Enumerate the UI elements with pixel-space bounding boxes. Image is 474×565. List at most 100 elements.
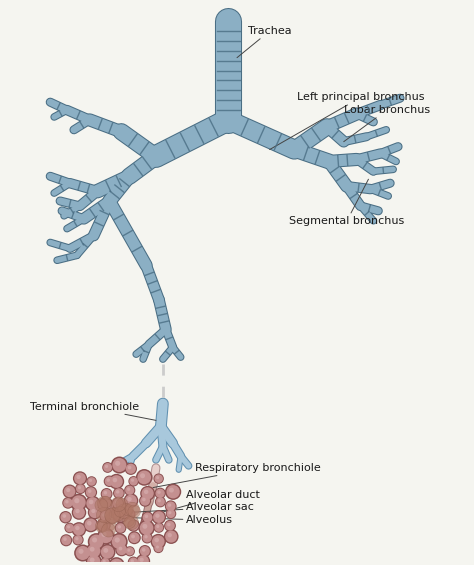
Circle shape <box>144 490 148 494</box>
Circle shape <box>124 493 138 508</box>
Circle shape <box>125 494 137 507</box>
Circle shape <box>116 490 119 494</box>
Circle shape <box>165 501 177 512</box>
Circle shape <box>63 537 67 541</box>
Circle shape <box>103 548 108 553</box>
Circle shape <box>66 488 70 492</box>
Circle shape <box>105 508 120 523</box>
Circle shape <box>154 522 164 533</box>
Circle shape <box>63 514 66 518</box>
Circle shape <box>116 510 121 515</box>
Circle shape <box>87 544 100 558</box>
Circle shape <box>101 558 109 565</box>
Circle shape <box>114 488 124 498</box>
Circle shape <box>72 496 86 510</box>
Circle shape <box>101 532 107 537</box>
Circle shape <box>86 543 102 559</box>
Circle shape <box>165 508 176 519</box>
Text: Alveolus: Alveolus <box>117 515 233 525</box>
Circle shape <box>87 477 96 486</box>
Text: Respiratory bronchiole: Respiratory bronchiole <box>153 463 321 488</box>
Circle shape <box>156 497 165 506</box>
Circle shape <box>85 486 97 498</box>
Circle shape <box>115 522 127 534</box>
Circle shape <box>102 489 111 499</box>
Circle shape <box>142 548 146 551</box>
Circle shape <box>128 505 140 518</box>
Circle shape <box>125 546 135 557</box>
Circle shape <box>145 515 148 518</box>
Circle shape <box>78 486 81 489</box>
Circle shape <box>112 506 129 523</box>
Circle shape <box>102 560 106 563</box>
Circle shape <box>140 486 155 501</box>
Circle shape <box>99 510 110 521</box>
Circle shape <box>105 514 117 525</box>
Circle shape <box>95 520 108 533</box>
Circle shape <box>85 496 100 511</box>
Circle shape <box>76 546 90 560</box>
Circle shape <box>129 532 140 543</box>
Circle shape <box>126 510 135 519</box>
Circle shape <box>64 523 75 533</box>
Circle shape <box>115 506 126 517</box>
Circle shape <box>154 473 164 484</box>
Circle shape <box>140 473 145 478</box>
Circle shape <box>117 545 127 555</box>
Circle shape <box>113 498 123 508</box>
Circle shape <box>75 483 86 494</box>
Circle shape <box>74 545 91 562</box>
Circle shape <box>73 507 85 519</box>
Circle shape <box>157 499 161 502</box>
Circle shape <box>140 521 154 535</box>
Circle shape <box>84 519 97 531</box>
Circle shape <box>166 510 175 518</box>
Circle shape <box>139 558 144 562</box>
Circle shape <box>156 476 159 479</box>
Circle shape <box>109 507 120 519</box>
Circle shape <box>86 476 97 486</box>
Text: Terminal bronchiole: Terminal bronchiole <box>30 402 156 420</box>
Text: Segmental bronchus: Segmental bronchus <box>290 179 405 226</box>
Circle shape <box>140 546 150 556</box>
Circle shape <box>101 502 107 507</box>
Circle shape <box>139 495 151 507</box>
Circle shape <box>73 471 87 485</box>
Circle shape <box>104 491 107 494</box>
Circle shape <box>78 549 83 554</box>
Circle shape <box>115 500 118 504</box>
Circle shape <box>165 484 181 500</box>
Circle shape <box>105 508 121 524</box>
Circle shape <box>155 538 159 542</box>
Circle shape <box>70 494 87 511</box>
Circle shape <box>168 503 171 507</box>
Circle shape <box>100 511 109 521</box>
Circle shape <box>89 499 93 505</box>
Circle shape <box>100 557 110 565</box>
Circle shape <box>72 505 86 520</box>
Circle shape <box>97 497 115 515</box>
Circle shape <box>115 544 128 557</box>
Circle shape <box>88 533 105 550</box>
Circle shape <box>153 511 165 523</box>
Circle shape <box>72 522 86 537</box>
Circle shape <box>86 497 99 510</box>
Circle shape <box>63 484 77 498</box>
Circle shape <box>89 479 92 482</box>
Circle shape <box>107 479 110 482</box>
Circle shape <box>100 521 104 526</box>
Circle shape <box>99 529 113 543</box>
Text: Alveolar duct: Alveolar duct <box>144 490 259 517</box>
Circle shape <box>152 535 164 548</box>
Circle shape <box>113 477 117 483</box>
Circle shape <box>165 521 175 531</box>
Circle shape <box>98 519 109 531</box>
Circle shape <box>103 463 112 472</box>
Text: Lobar bronchus: Lobar bronchus <box>344 105 430 142</box>
Circle shape <box>76 484 85 493</box>
Circle shape <box>121 503 133 515</box>
Circle shape <box>166 485 180 498</box>
Circle shape <box>87 555 100 565</box>
Circle shape <box>142 532 153 544</box>
Circle shape <box>155 523 163 532</box>
